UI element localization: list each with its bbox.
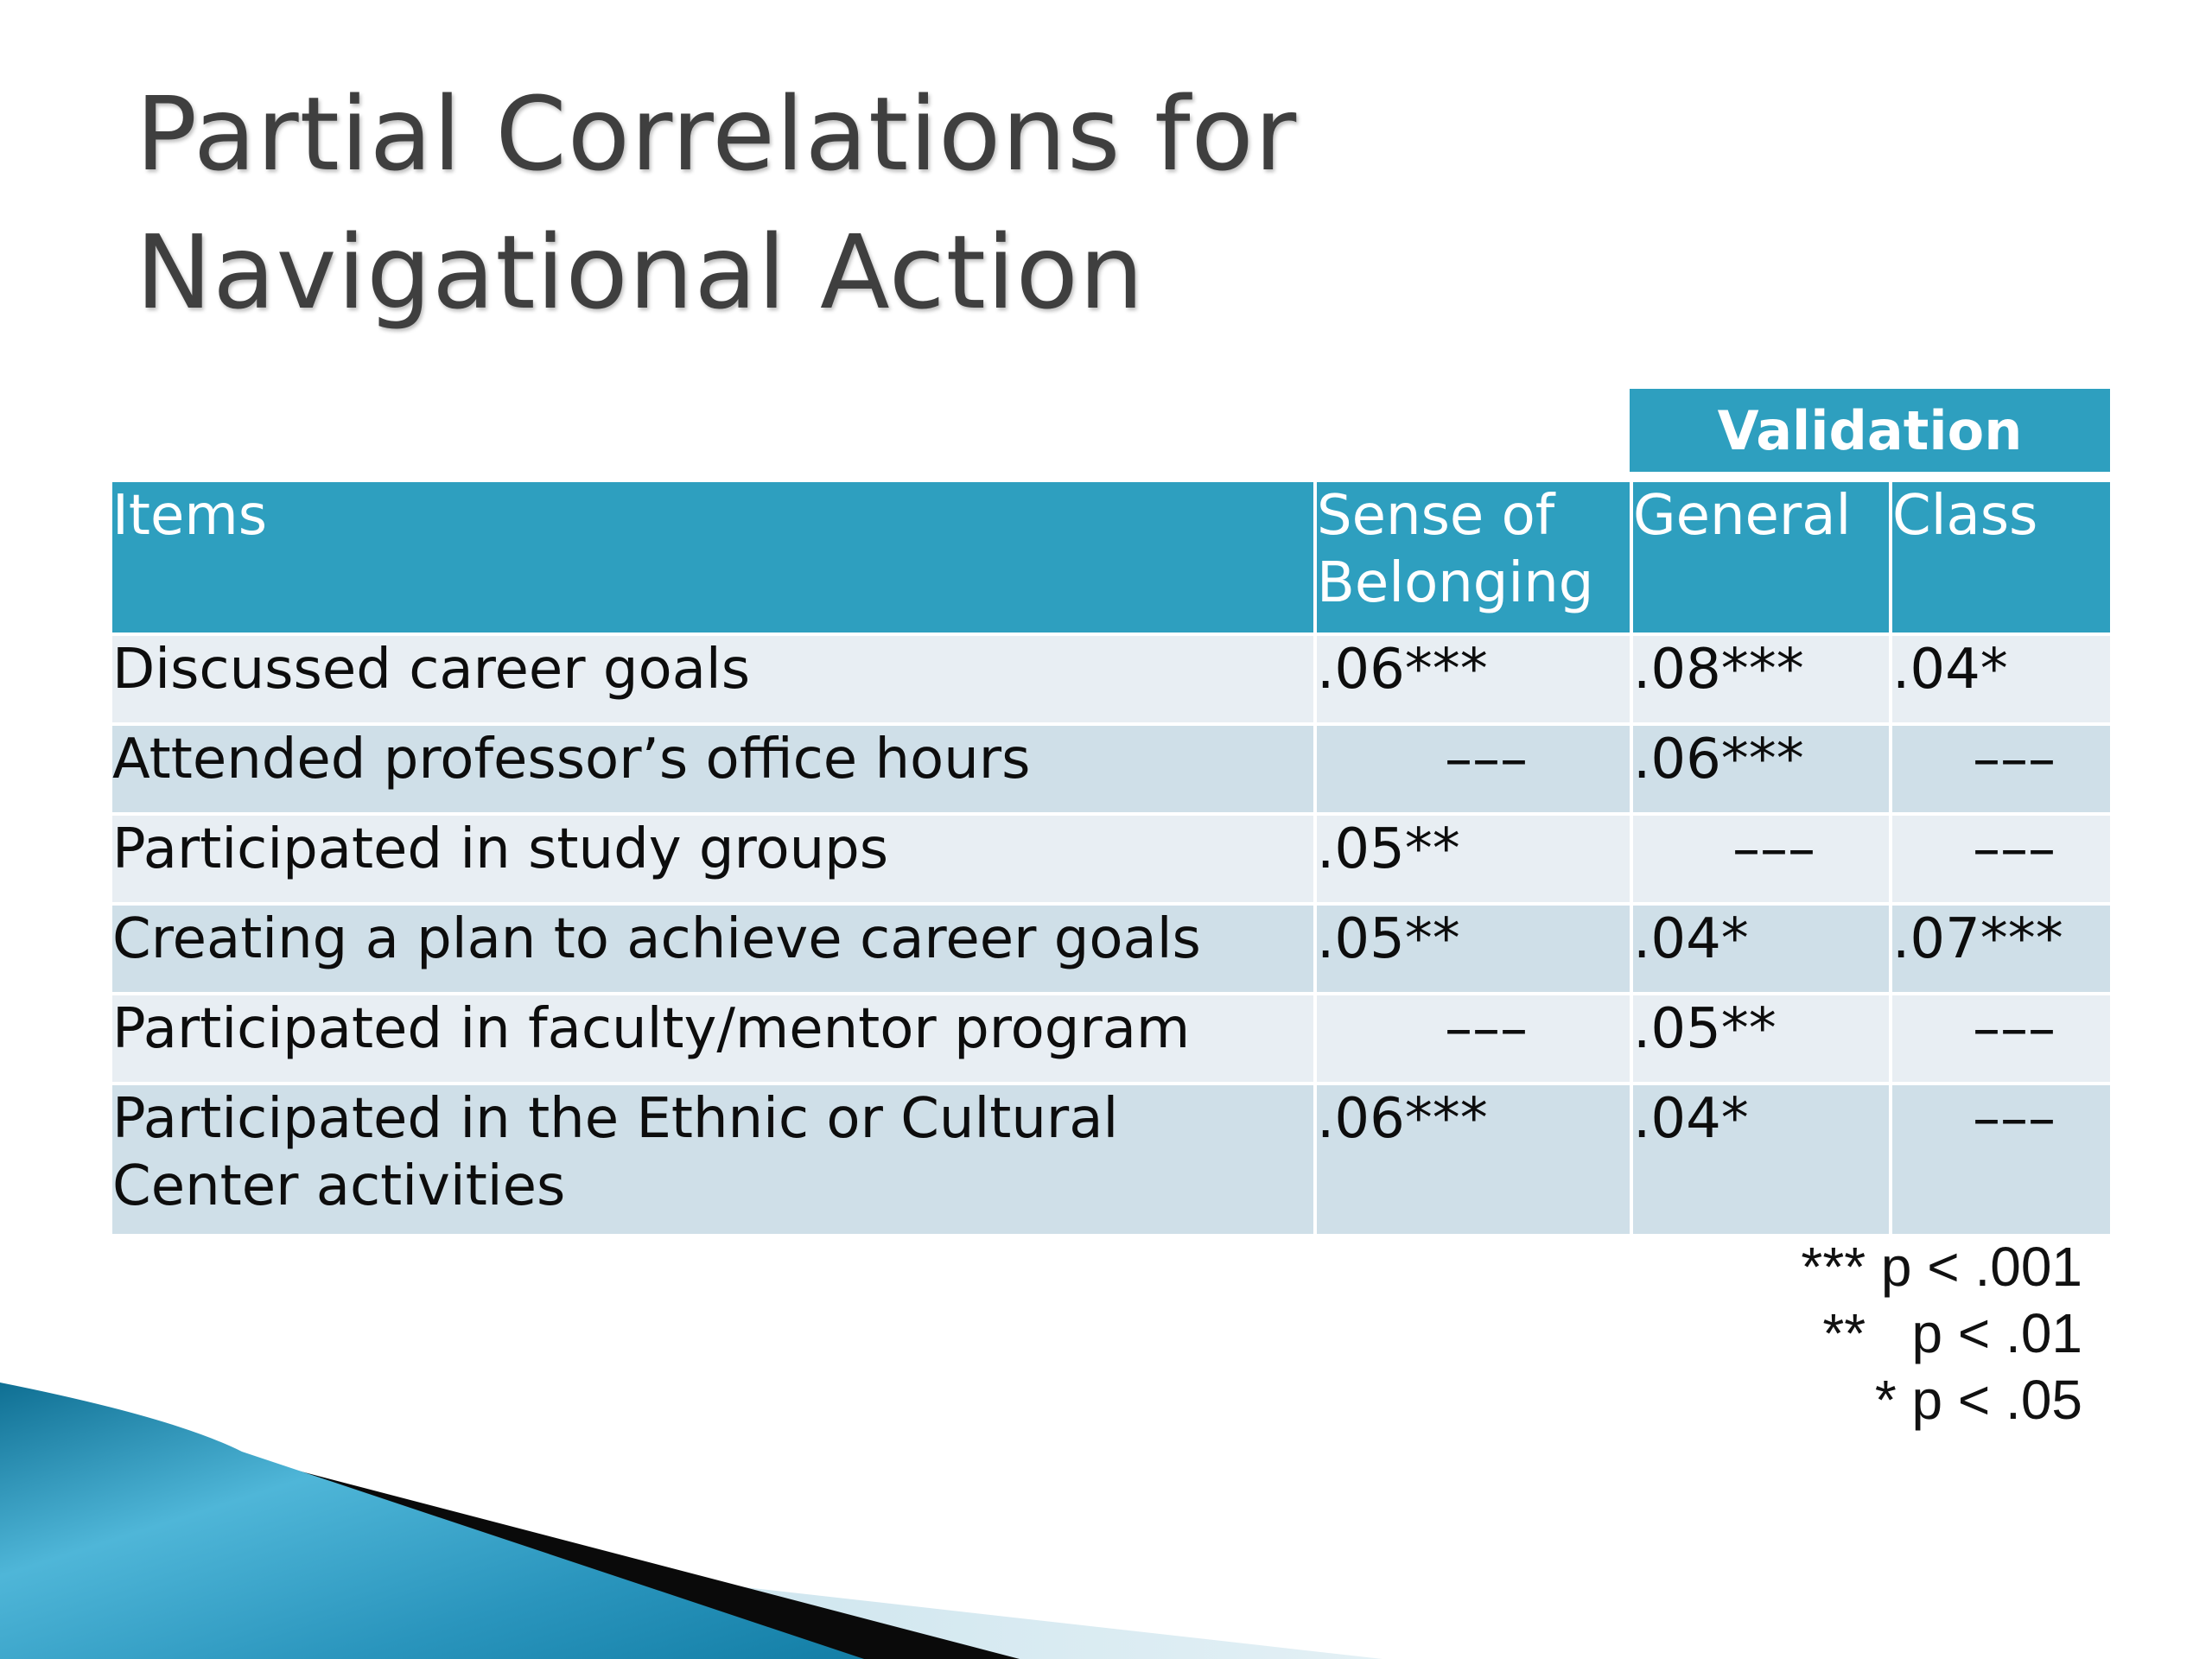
column-header-sense-of-belonging: Sense of Belonging bbox=[1313, 482, 1630, 632]
class-cell: .04* bbox=[1889, 632, 2110, 722]
general-cell: .05** bbox=[1630, 992, 1889, 1082]
dash-value: ––– bbox=[1973, 728, 2056, 791]
sense-cell: .05** bbox=[1313, 812, 1630, 902]
table-row: Participated in faculty/mentor program –… bbox=[112, 992, 2110, 1082]
item-cell: Participated in study groups bbox=[112, 812, 1313, 902]
dash-value: ––– bbox=[1973, 1087, 2056, 1151]
dash-value: ––– bbox=[1732, 817, 1815, 881]
sense-cell: .06*** bbox=[1313, 632, 1630, 722]
empty-cell bbox=[1313, 389, 1630, 482]
class-cell: .07*** bbox=[1889, 902, 2110, 992]
item-cell: Attended professor’s office hours bbox=[112, 722, 1313, 812]
table-row: Participated in the Ethnic or Cultural C… bbox=[112, 1082, 2110, 1234]
dash-value: ––– bbox=[1445, 997, 1528, 1061]
significance-legend: *** p < .001 ** p < .01 * p < .05 bbox=[1801, 1234, 2082, 1433]
legend-line: * p < .05 bbox=[1874, 1369, 2082, 1431]
item-cell: Creating a plan to achieve career goals bbox=[112, 902, 1313, 992]
title-line-1: Partial Correlations for bbox=[136, 74, 1298, 194]
class-cell: ––– bbox=[1889, 992, 2110, 1082]
class-cell: ––– bbox=[1889, 812, 2110, 902]
title-line-2: Navigational Action bbox=[136, 213, 1145, 332]
table-row: Discussed career goals .06*** .08*** .04… bbox=[112, 632, 2110, 722]
slide-title: Partial Correlations for Navigational Ac… bbox=[136, 65, 1777, 341]
validation-group-header: Validation bbox=[1630, 389, 2110, 482]
sense-cell: ––– bbox=[1313, 992, 1630, 1082]
column-header-row: Items Sense of Belonging General Class bbox=[112, 482, 2110, 632]
class-cell: ––– bbox=[1889, 722, 2110, 812]
corner-swoosh-decoration bbox=[0, 1382, 1382, 1659]
header-line: Belonging bbox=[1317, 551, 1594, 615]
header-line: Sense of bbox=[1317, 484, 1555, 548]
legend-line: ** p < .01 bbox=[1822, 1302, 2082, 1364]
item-cell: Participated in faculty/mentor program bbox=[112, 992, 1313, 1082]
column-header-general: General bbox=[1630, 482, 1889, 632]
item-line: Center activities bbox=[112, 1154, 566, 1218]
sense-cell: ––– bbox=[1313, 722, 1630, 812]
empty-cell bbox=[112, 389, 1313, 482]
column-header-items: Items bbox=[112, 482, 1313, 632]
item-line: Participated in the Ethnic or Cultural bbox=[112, 1087, 1119, 1151]
dash-value: ––– bbox=[1445, 728, 1528, 791]
general-cell: .06*** bbox=[1630, 722, 1889, 812]
general-cell: .04* bbox=[1630, 1082, 1889, 1234]
column-header-class: Class bbox=[1889, 482, 2110, 632]
sense-cell: .05** bbox=[1313, 902, 1630, 992]
dash-value: ––– bbox=[1973, 997, 2056, 1061]
item-cell: Participated in the Ethnic or Cultural C… bbox=[112, 1082, 1313, 1234]
class-cell: ––– bbox=[1889, 1082, 2110, 1234]
sense-cell: .06*** bbox=[1313, 1082, 1630, 1234]
table-row: Participated in study groups .05** ––– –… bbox=[112, 812, 2110, 902]
general-cell: ––– bbox=[1630, 812, 1889, 902]
group-header-row: Validation bbox=[112, 389, 2110, 482]
general-cell: .08*** bbox=[1630, 632, 1889, 722]
dash-value: ––– bbox=[1973, 817, 2056, 881]
legend-line: *** p < .001 bbox=[1801, 1236, 2082, 1298]
blue-wedge bbox=[0, 1382, 864, 1659]
general-cell: .04* bbox=[1630, 902, 1889, 992]
table-row: Creating a plan to achieve career goals … bbox=[112, 902, 2110, 992]
correlation-table: Validation Items Sense of Belonging Gene… bbox=[112, 389, 2110, 1234]
table-row: Attended professor’s office hours ––– .0… bbox=[112, 722, 2110, 812]
item-cell: Discussed career goals bbox=[112, 632, 1313, 722]
